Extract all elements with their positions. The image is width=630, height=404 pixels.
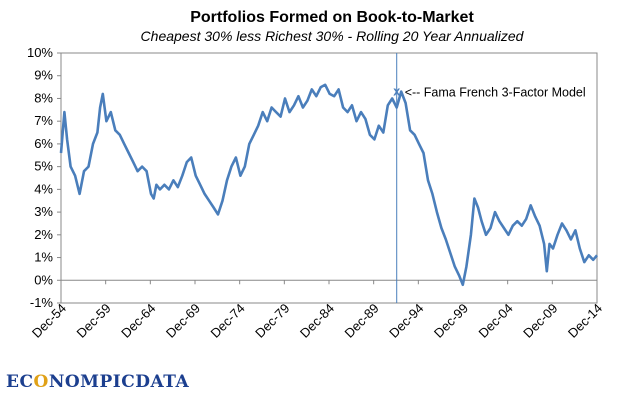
x-tick-label: Dec-14	[565, 301, 605, 341]
y-tick-label: 2%	[34, 227, 53, 242]
y-tick-label: 8%	[34, 90, 53, 105]
y-tick-label: 3%	[34, 204, 53, 219]
y-tick-label: 7%	[34, 113, 53, 128]
x-tick-label: Dec-64	[118, 301, 158, 341]
y-tick-label: 9%	[34, 68, 53, 83]
series-line	[59, 83, 598, 287]
chart-title: Portfolios Formed on Book-to-Market	[190, 9, 474, 26]
x-tick-label: Dec-89	[342, 301, 382, 341]
x-tick-label: Dec-94	[386, 301, 426, 341]
y-tick-label: 4%	[34, 181, 53, 196]
annotation-label: <-- Fama French 3-Factor Model	[405, 86, 586, 100]
x-tick-label: Dec-04	[476, 301, 516, 341]
x-tick-label: Dec-59	[74, 301, 114, 341]
x-tick-label: Dec-74	[208, 301, 248, 341]
y-tick-label: -1%	[30, 295, 54, 310]
x-tick-label: Dec-79	[252, 301, 292, 341]
economicdata-logo: ECONOMPICDATA	[6, 372, 190, 392]
plot-frame	[60, 52, 598, 304]
plot-area: -1%0%1%2%3%4%5%6%7%8%9%10%Dec-54 Dec-59 De…	[27, 45, 605, 341]
y-tick-label: 1%	[34, 250, 53, 265]
x-tick-label: Dec-69	[163, 301, 203, 341]
y-tick-label: 6%	[34, 136, 53, 151]
x-tick-label: Dec-99	[431, 301, 471, 341]
chart-subtitle: Cheapest 30% less Richest 30% - Rolling …	[141, 28, 525, 44]
y-tick-label: 0%	[34, 272, 53, 287]
y-tick-label: 10%	[27, 45, 53, 60]
x-tick-label: Dec-84	[297, 301, 337, 341]
y-tick-label: 5%	[34, 159, 53, 174]
annotation-marker: x	[393, 85, 400, 99]
x-tick-label: Dec-09	[520, 301, 560, 341]
